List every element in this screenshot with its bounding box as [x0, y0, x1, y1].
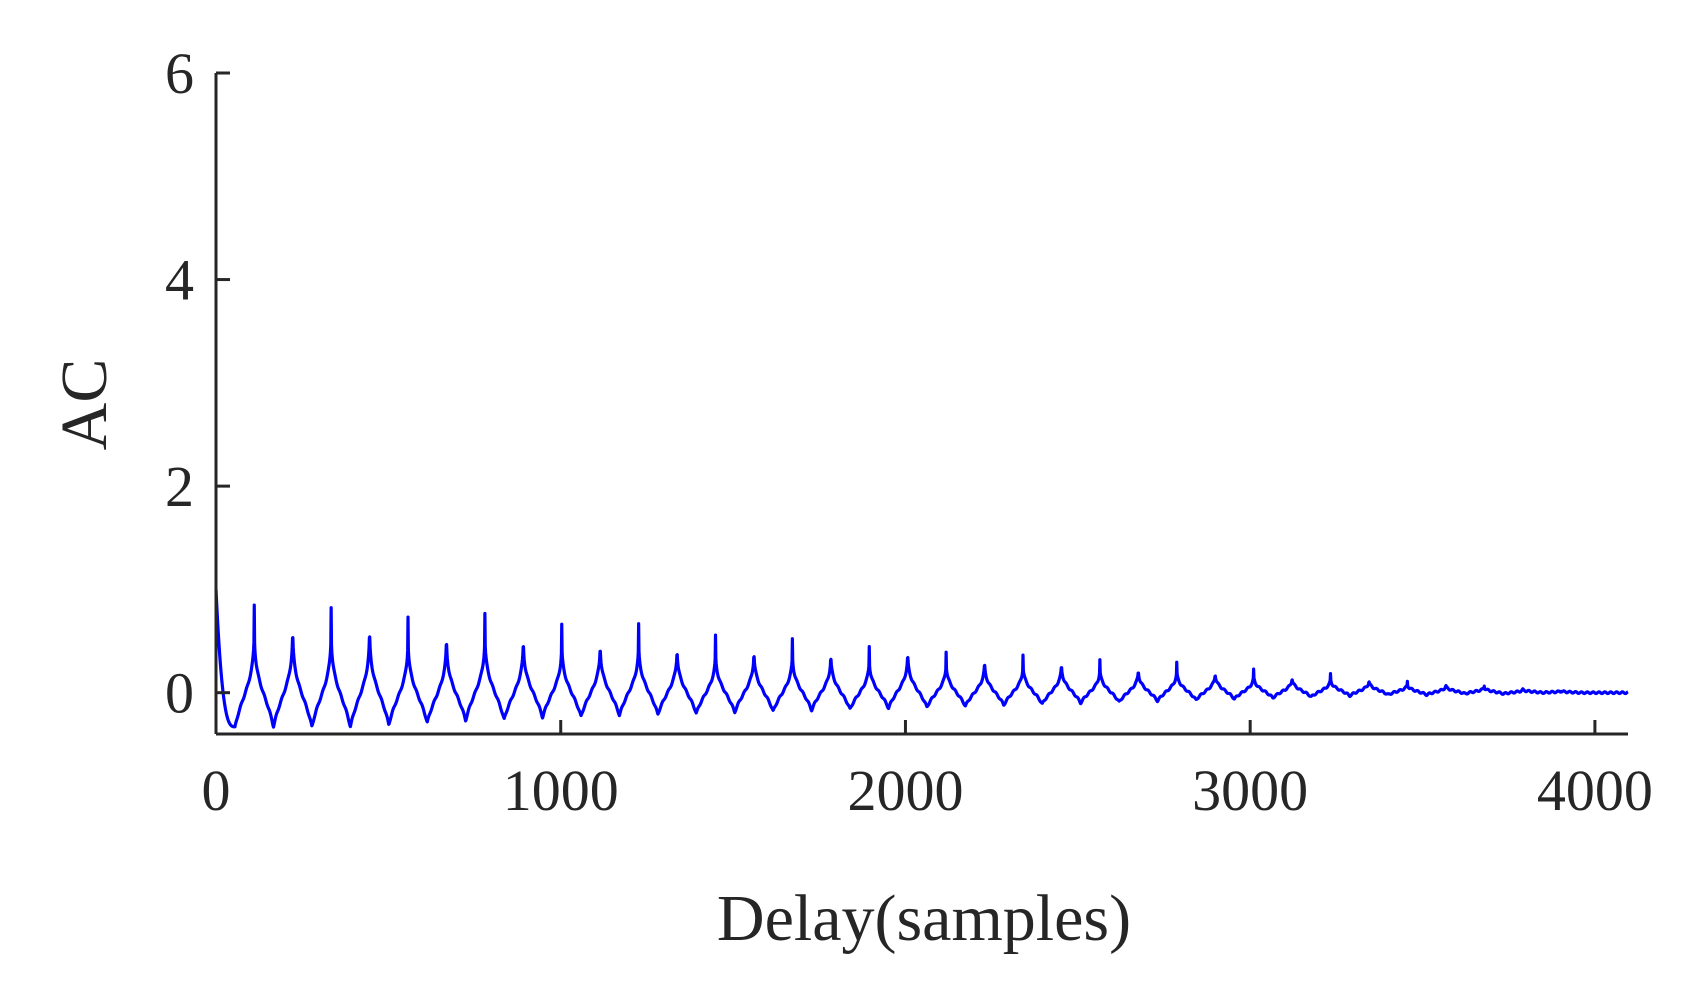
x-axis-title: Delay(samples) [717, 882, 1131, 955]
plot-area [214, 589, 1630, 729]
x-tick-label: 1000 [503, 758, 619, 823]
y-tick-label: 0 [165, 661, 194, 726]
y-axis-ticks: 0 2 4 6 [165, 41, 230, 726]
y-axis-title: AC [48, 359, 121, 451]
y-tick-label: 6 [165, 41, 194, 106]
y-tick-label: 4 [165, 248, 194, 313]
x-tick-label: 3000 [1192, 758, 1308, 823]
series-line [214, 589, 1630, 729]
x-axis-ticks: 0 1000 2000 3000 4000 [202, 720, 1653, 823]
x-tick-label: 0 [202, 758, 231, 823]
y-tick-label: 2 [165, 454, 194, 519]
x-tick-label: 2000 [847, 758, 963, 823]
x-tick-label: 4000 [1537, 758, 1653, 823]
